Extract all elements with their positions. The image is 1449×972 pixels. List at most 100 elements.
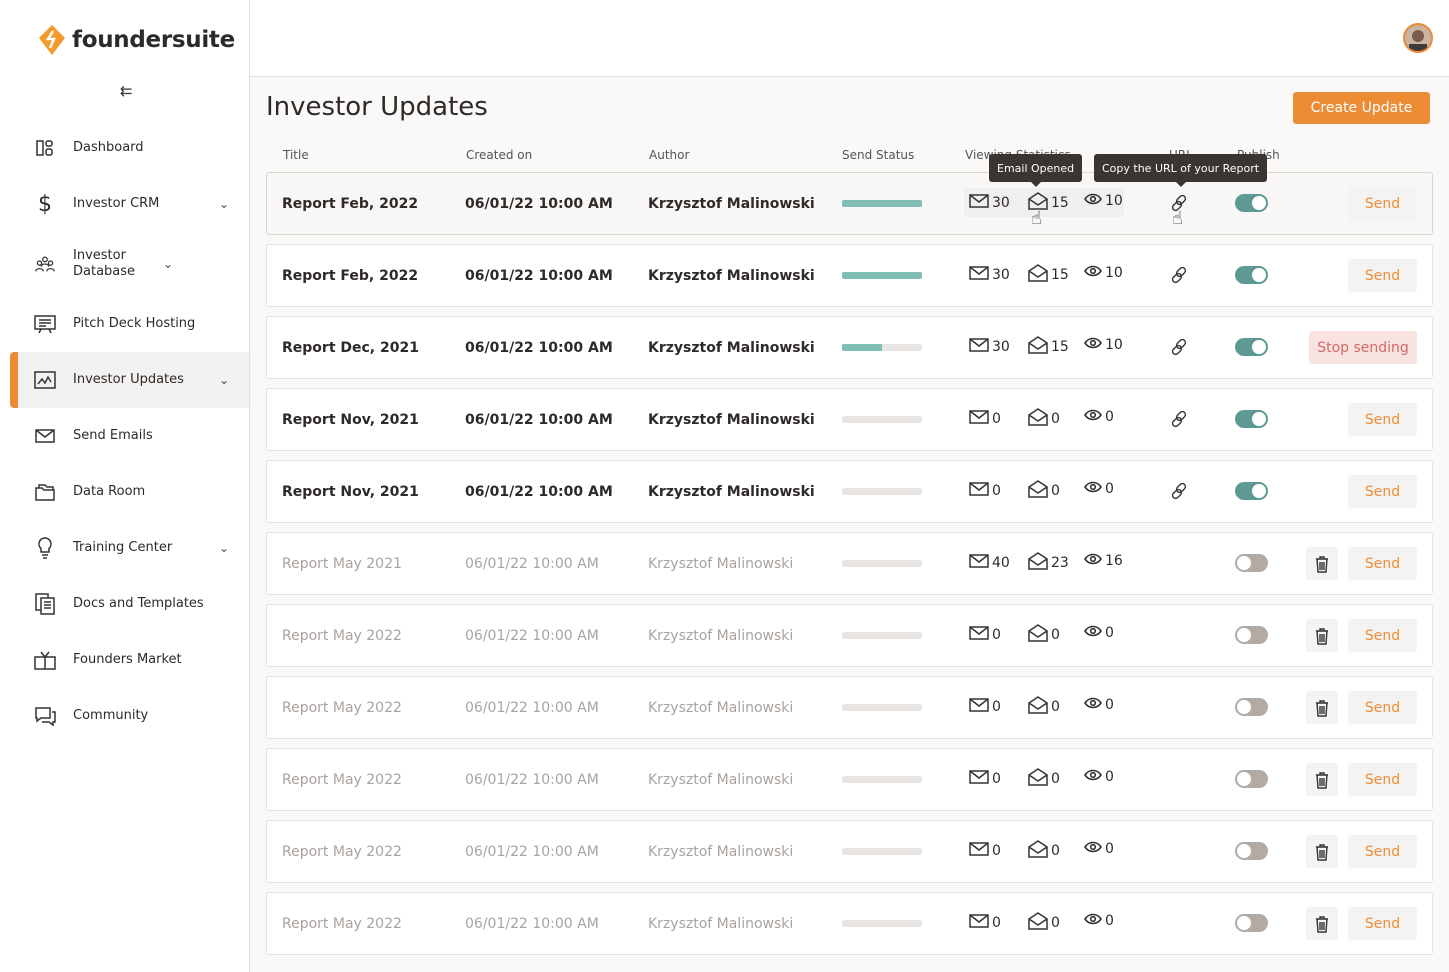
sent-stat[interactable]: 0 <box>969 913 1001 933</box>
row-title[interactable]: Report May 2021 <box>282 555 402 572</box>
publish-toggle[interactable] <box>1235 482 1268 500</box>
column-header-author[interactable]: Author <box>649 148 690 162</box>
table-row[interactable]: Report May 2022 06/01/22 10:00 AM Krzysz… <box>266 604 1433 667</box>
opened-stat[interactable]: 0 <box>1028 408 1060 430</box>
opened-stat[interactable]: 0 <box>1028 696 1060 718</box>
trash-icon[interactable] <box>1306 763 1338 796</box>
row-title[interactable]: Report May 2022 <box>282 771 402 788</box>
sidebar-item-docs-and-templates[interactable]: Docs and Templates <box>10 576 249 632</box>
publish-toggle[interactable] <box>1235 554 1268 572</box>
row-title[interactable]: Report May 2022 <box>282 843 402 860</box>
table-row[interactable]: Report Feb, 2022 06/01/22 10:00 AM Krzys… <box>266 244 1433 307</box>
viewed-stat[interactable]: 0 <box>1084 481 1114 497</box>
sent-stat[interactable]: 0 <box>969 481 1001 501</box>
copy-link-icon[interactable] <box>1170 338 1188 360</box>
table-row[interactable]: Report May 2022 06/01/22 10:00 AM Krzysz… <box>266 748 1433 811</box>
viewed-stat[interactable]: 16 <box>1084 553 1123 569</box>
trash-icon[interactable] <box>1306 547 1338 580</box>
viewed-stat[interactable]: 0 <box>1084 625 1114 641</box>
row-title[interactable]: Report May 2022 <box>282 627 402 644</box>
sent-stat[interactable]: 40 <box>969 553 1010 573</box>
publish-toggle[interactable] <box>1235 338 1268 356</box>
stop-sending-button[interactable]: Stop sending <box>1309 331 1417 364</box>
sent-stat[interactable]: 0 <box>969 769 1001 789</box>
chevron-down-icon[interactable]: ⌄ <box>219 197 230 211</box>
table-row[interactable]: Report Nov, 2021 06/01/22 10:00 AM Krzys… <box>266 460 1433 523</box>
sent-stat[interactable]: 0 <box>969 697 1001 717</box>
copy-link-icon[interactable] <box>1170 266 1188 288</box>
sidebar-item-dashboard[interactable]: Dashboard <box>10 120 249 176</box>
sidebar-item-training-center[interactable]: Training Center ⌄ <box>10 520 249 576</box>
opened-stat[interactable]: 23 <box>1028 552 1069 574</box>
viewed-stat[interactable]: 0 <box>1084 913 1114 929</box>
publish-toggle[interactable] <box>1235 698 1268 716</box>
send-button[interactable]: Send <box>1348 907 1417 940</box>
chevron-down-icon[interactable]: ⌄ <box>163 257 174 271</box>
opened-stat[interactable]: 15 <box>1028 336 1069 358</box>
table-row[interactable]: Report May 2021 06/01/22 10:00 AM Krzysz… <box>266 532 1433 595</box>
send-button[interactable]: Send <box>1348 403 1417 436</box>
sidebar-item-founders-market[interactable]: Founders Market <box>10 632 249 688</box>
publish-toggle[interactable] <box>1235 266 1268 284</box>
avatar[interactable] <box>1403 23 1433 53</box>
sent-stat[interactable]: 30 <box>969 265 1010 285</box>
publish-toggle[interactable] <box>1235 842 1268 860</box>
viewed-stat[interactable]: 0 <box>1084 769 1114 785</box>
viewed-stat[interactable]: 10 <box>1084 337 1123 353</box>
send-button[interactable]: Send <box>1348 763 1417 796</box>
opened-stat[interactable]: 0 <box>1028 912 1060 934</box>
sidebar-item-data-room[interactable]: Data Room <box>10 464 249 520</box>
row-title[interactable]: Report May 2022 <box>282 699 402 716</box>
table-row[interactable]: Report May 2022 06/01/22 10:00 AM Krzysz… <box>266 820 1433 883</box>
column-header-title[interactable]: Title <box>283 148 309 162</box>
copy-link-icon[interactable] <box>1170 482 1188 504</box>
create-update-button[interactable]: Create Update <box>1293 92 1430 124</box>
row-title[interactable]: Report Nov, 2021 <box>282 483 419 500</box>
chevron-down-icon[interactable]: ⌄ <box>219 541 230 555</box>
publish-toggle[interactable] <box>1235 770 1268 788</box>
trash-icon[interactable] <box>1306 691 1338 724</box>
copy-link-icon[interactable] <box>1170 410 1188 432</box>
send-button[interactable]: Send <box>1348 187 1417 220</box>
viewed-stat[interactable]: 10 <box>1084 193 1123 209</box>
sidebar-item-investor-updates[interactable]: Investor Updates ⌄ <box>10 352 249 408</box>
logo[interactable]: foundersuite <box>38 24 235 56</box>
publish-toggle[interactable] <box>1235 626 1268 644</box>
chevron-down-icon[interactable]: ⌄ <box>219 373 230 387</box>
sent-stat[interactable]: 0 <box>969 625 1001 645</box>
column-header-send-status[interactable]: Send Status <box>842 148 915 162</box>
trash-icon[interactable] <box>1306 907 1338 940</box>
opened-stat[interactable]: 0 <box>1028 624 1060 646</box>
table-row[interactable]: Report May 2022 06/01/22 10:00 AM Krzysz… <box>266 892 1433 955</box>
copy-link-icon[interactable] <box>1170 194 1188 216</box>
sidebar-item-community[interactable]: Community <box>10 688 249 744</box>
sent-stat[interactable]: 0 <box>969 409 1001 429</box>
table-row[interactable]: Report Nov, 2021 06/01/22 10:00 AM Krzys… <box>266 388 1433 451</box>
row-title[interactable]: Report Feb, 2022 <box>282 195 419 212</box>
opened-stat[interactable]: 15 <box>1028 192 1069 214</box>
send-button[interactable]: Send <box>1348 259 1417 292</box>
send-button[interactable]: Send <box>1348 619 1417 652</box>
trash-icon[interactable] <box>1306 835 1338 868</box>
send-button[interactable]: Send <box>1348 547 1417 580</box>
sidebar-item-investor-crm[interactable]: $ Investor CRM ⌄ <box>10 176 249 232</box>
sent-stat[interactable]: 0 <box>969 841 1001 861</box>
collapse-left-icon[interactable]: ⇇ <box>120 82 133 100</box>
viewed-stat[interactable]: 10 <box>1084 265 1123 281</box>
sent-stat[interactable]: 30 <box>969 193 1010 213</box>
sidebar-item-pitch-deck-hosting[interactable]: Pitch Deck Hosting <box>10 296 249 352</box>
sidebar-item-send-emails[interactable]: Send Emails <box>10 408 249 464</box>
send-button[interactable]: Send <box>1348 835 1417 868</box>
send-button[interactable]: Send <box>1348 691 1417 724</box>
row-title[interactable]: Report Feb, 2022 <box>282 267 419 284</box>
opened-stat[interactable]: 0 <box>1028 480 1060 502</box>
row-title[interactable]: Report Dec, 2021 <box>282 339 419 356</box>
table-row[interactable]: Report May 2022 06/01/22 10:00 AM Krzysz… <box>266 676 1433 739</box>
table-row[interactable]: Report Feb, 2022 06/01/22 10:00 AM Krzys… <box>266 172 1433 235</box>
table-row[interactable]: Report Dec, 2021 06/01/22 10:00 AM Krzys… <box>266 316 1433 379</box>
viewed-stat[interactable]: 0 <box>1084 841 1114 857</box>
column-header-created[interactable]: Created on <box>466 148 533 162</box>
opened-stat[interactable]: 15 <box>1028 264 1069 286</box>
viewed-stat[interactable]: 0 <box>1084 697 1114 713</box>
opened-stat[interactable]: 0 <box>1028 840 1060 862</box>
